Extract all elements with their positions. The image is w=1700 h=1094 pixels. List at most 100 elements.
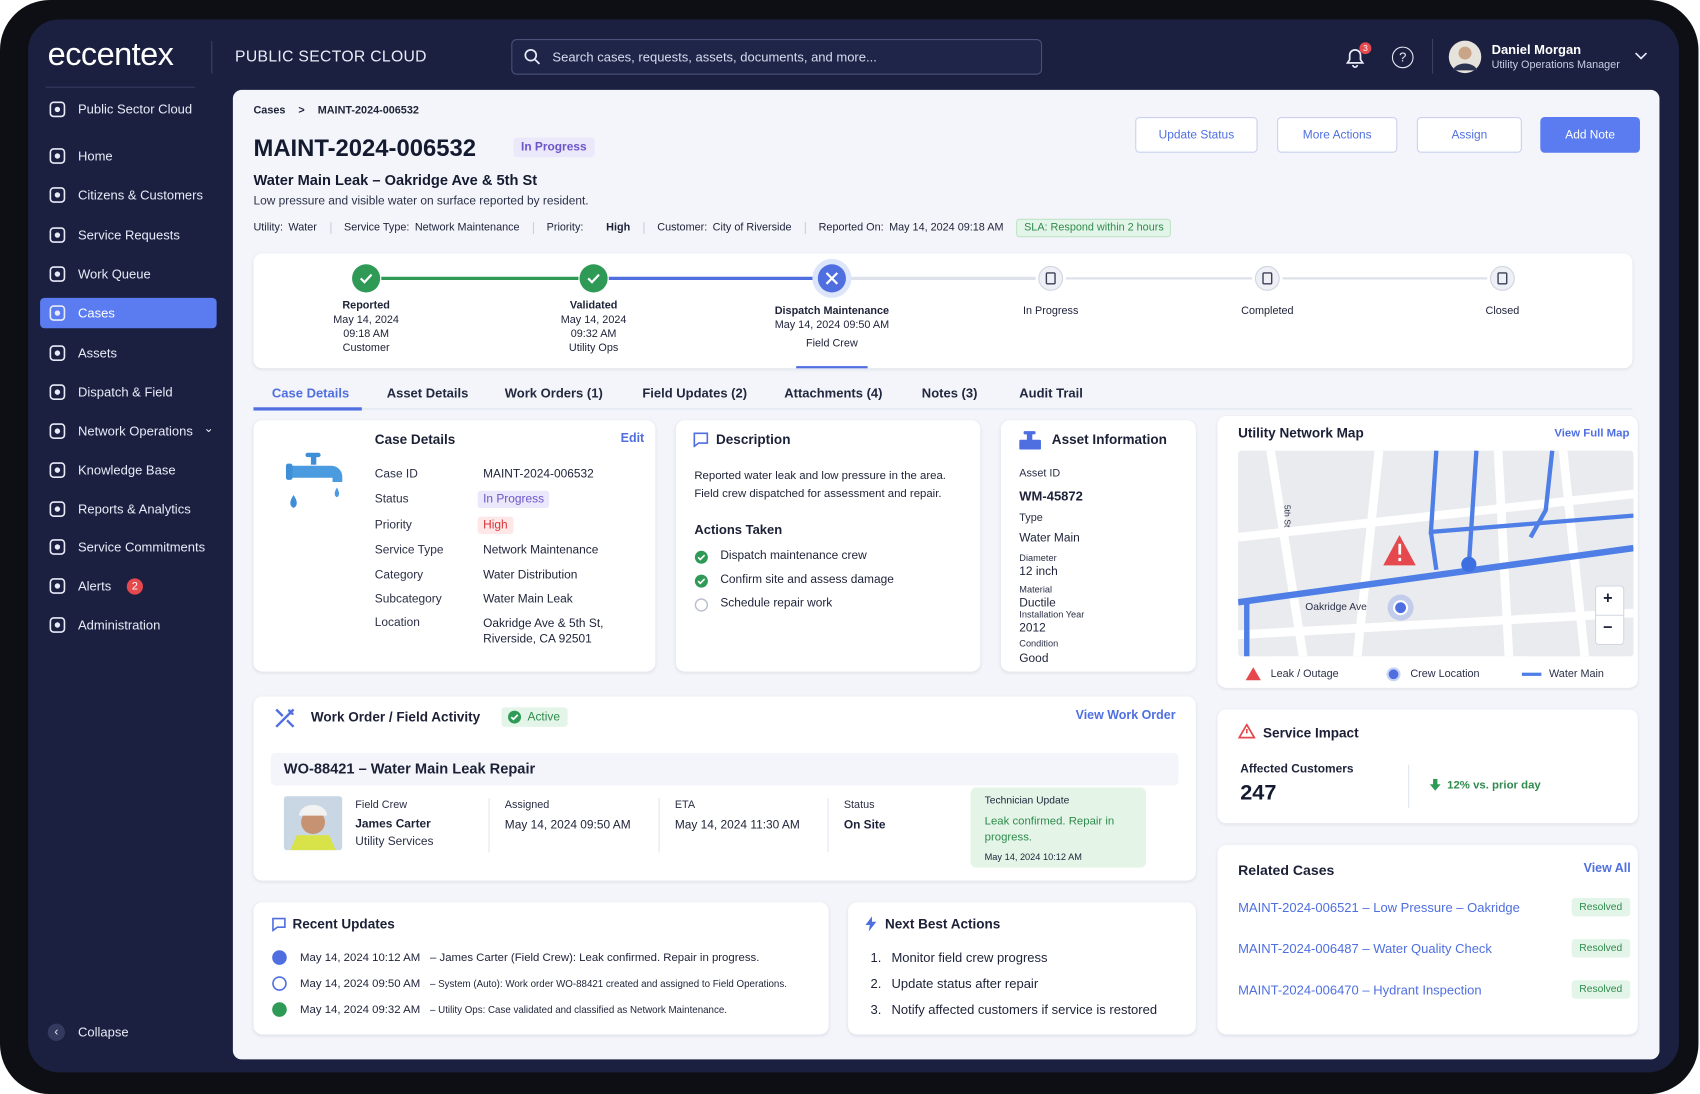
tab-divider bbox=[253, 408, 1633, 410]
field-value: MAINT-2024-006532 bbox=[483, 467, 594, 481]
meta-item: Utility: Water bbox=[253, 222, 329, 234]
nav-item[interactable]: Alerts bbox=[77, 578, 112, 594]
legend-label: Leak / Outage bbox=[1270, 668, 1339, 681]
technician-update bbox=[970, 787, 1147, 868]
resolved-badge: Resolved bbox=[1571, 980, 1630, 999]
stepper-card bbox=[253, 253, 1633, 369]
icon-shape bbox=[49, 101, 66, 118]
wo-divider bbox=[658, 798, 660, 853]
meta-value: Network Maintenance bbox=[414, 222, 520, 234]
asset-card bbox=[1000, 420, 1196, 672]
clipboard bbox=[1262, 272, 1273, 285]
nav-icon bbox=[49, 266, 66, 282]
action-button[interactable]: More Actions bbox=[1277, 116, 1398, 153]
nav-item[interactable]: Service Commitments bbox=[77, 539, 206, 555]
comment-icon bbox=[272, 917, 286, 932]
asset-label: Installation Year bbox=[1019, 608, 1085, 620]
related-case-link[interactable]: MAINT-2024-006521 – Low Pressure – Oakri… bbox=[1238, 900, 1520, 916]
nav-icon bbox=[49, 148, 66, 164]
user-role: Utility Operations Manager bbox=[1491, 59, 1620, 72]
edit-link[interactable]: Edit bbox=[620, 432, 645, 446]
step-label: Completed bbox=[1241, 305, 1294, 318]
card-title: Service Impact bbox=[1263, 725, 1359, 741]
active-highlight bbox=[40, 297, 217, 329]
view-all-link[interactable]: View All bbox=[1583, 862, 1631, 876]
nav-item[interactable]: Dispatch & Field bbox=[77, 384, 173, 400]
field-label: Location bbox=[374, 616, 420, 630]
icon-shape bbox=[54, 544, 61, 550]
nav-item[interactable]: Network Operations bbox=[77, 423, 193, 439]
tab[interactable]: Work Orders (1) bbox=[504, 385, 603, 401]
nav-item[interactable]: Citizens & Customers bbox=[77, 187, 203, 203]
view-map-link[interactable]: View Full Map bbox=[1554, 426, 1630, 440]
chevron[interactable] bbox=[1635, 52, 1648, 61]
meta-value: Water bbox=[288, 222, 317, 234]
avatar[interactable] bbox=[1448, 40, 1482, 74]
tools-icon bbox=[275, 708, 295, 728]
tab[interactable]: Audit Trail bbox=[1019, 385, 1083, 401]
nav-icon bbox=[49, 578, 66, 594]
icon-shape bbox=[54, 506, 61, 512]
nav-icon bbox=[49, 462, 66, 478]
icon-shape bbox=[49, 266, 66, 282]
bell-icon[interactable] bbox=[1343, 45, 1367, 69]
brand: eccentex bbox=[47, 36, 174, 73]
tab[interactable]: Notes (3) bbox=[921, 385, 978, 401]
action-button[interactable]: Assign bbox=[1416, 116, 1522, 153]
update-label: Technician Update bbox=[984, 795, 1070, 807]
nav-item[interactable]: Administration bbox=[77, 617, 161, 633]
step-label: Closed bbox=[1485, 305, 1520, 318]
action-button[interactable]: Update Status bbox=[1135, 116, 1258, 153]
legend-label: Water Main bbox=[1548, 668, 1604, 681]
nav-item[interactable]: Knowledge Base bbox=[77, 462, 176, 478]
step-circle bbox=[1254, 265, 1280, 291]
down-arrow bbox=[1429, 778, 1441, 791]
related-case-link[interactable]: MAINT-2024-006470 – Hydrant Inspection bbox=[1238, 982, 1482, 998]
card-title: Utility Network Map bbox=[1238, 425, 1364, 441]
view-work-order-link[interactable]: View Work Order bbox=[1075, 709, 1176, 723]
tab[interactable]: Field Updates (2) bbox=[642, 385, 748, 401]
legend-crew-icon bbox=[1386, 667, 1401, 682]
user-name: Daniel Morgan bbox=[1491, 42, 1582, 58]
divider bbox=[1431, 38, 1434, 74]
icon-shape bbox=[54, 467, 61, 473]
check bbox=[359, 273, 373, 284]
related-case-link[interactable]: MAINT-2024-006487 – Water Quality Check bbox=[1238, 941, 1492, 957]
tab[interactable]: Case Details bbox=[271, 385, 350, 401]
map[interactable] bbox=[1238, 450, 1634, 657]
nav-item[interactable]: Assets bbox=[77, 345, 118, 361]
breadcrumb-item[interactable]: Cases bbox=[253, 105, 286, 117]
nav-item[interactable]: Service Requests bbox=[77, 227, 180, 243]
step-detail: 09:32 AM bbox=[570, 328, 617, 341]
field-label: Service Type bbox=[374, 543, 444, 557]
nav-item[interactable]: Reports & Analytics bbox=[77, 501, 191, 517]
card-title: Recent Updates bbox=[292, 916, 395, 932]
icon-shape bbox=[49, 187, 66, 203]
nav-item[interactable]: Public Sector Cloud bbox=[77, 101, 193, 117]
collapse-icon[interactable]: ‹ bbox=[47, 1023, 65, 1041]
step-label: In Progress bbox=[1022, 305, 1079, 318]
resolved-badge: Resolved bbox=[1571, 897, 1630, 917]
collapse-label[interactable]: Collapse bbox=[77, 1024, 129, 1040]
zoom-in[interactable]: + bbox=[1603, 589, 1613, 608]
impact-change: 12% vs. prior day bbox=[1447, 778, 1541, 792]
nav-icon bbox=[49, 617, 66, 633]
action-button[interactable]: Add Note bbox=[1540, 116, 1640, 153]
asset-label: Condition bbox=[1019, 638, 1059, 649]
tab[interactable]: Asset Details bbox=[386, 385, 469, 401]
meta-item: Reported On: May 14, 2024 09:18 AM bbox=[804, 222, 1017, 234]
nav-item[interactable]: Home bbox=[77, 148, 113, 164]
search-icon bbox=[524, 48, 541, 65]
legend-main-icon bbox=[1521, 672, 1542, 676]
nav-item[interactable]: Cases bbox=[77, 305, 115, 321]
wo-title: WO-88421 – Water Main Leak Repair bbox=[283, 760, 536, 777]
search-box[interactable]: Search cases, requests, assets, document… bbox=[511, 38, 1043, 75]
help-icon[interactable]: ? bbox=[1391, 46, 1414, 69]
zoom-out[interactable]: − bbox=[1603, 618, 1613, 637]
icon-shape bbox=[49, 345, 66, 361]
icon-shape bbox=[54, 153, 61, 159]
action-status-icon bbox=[694, 574, 708, 588]
bolt-icon bbox=[865, 916, 877, 932]
tab[interactable]: Attachments (4) bbox=[784, 385, 883, 401]
nav-item[interactable]: Work Queue bbox=[77, 266, 151, 282]
